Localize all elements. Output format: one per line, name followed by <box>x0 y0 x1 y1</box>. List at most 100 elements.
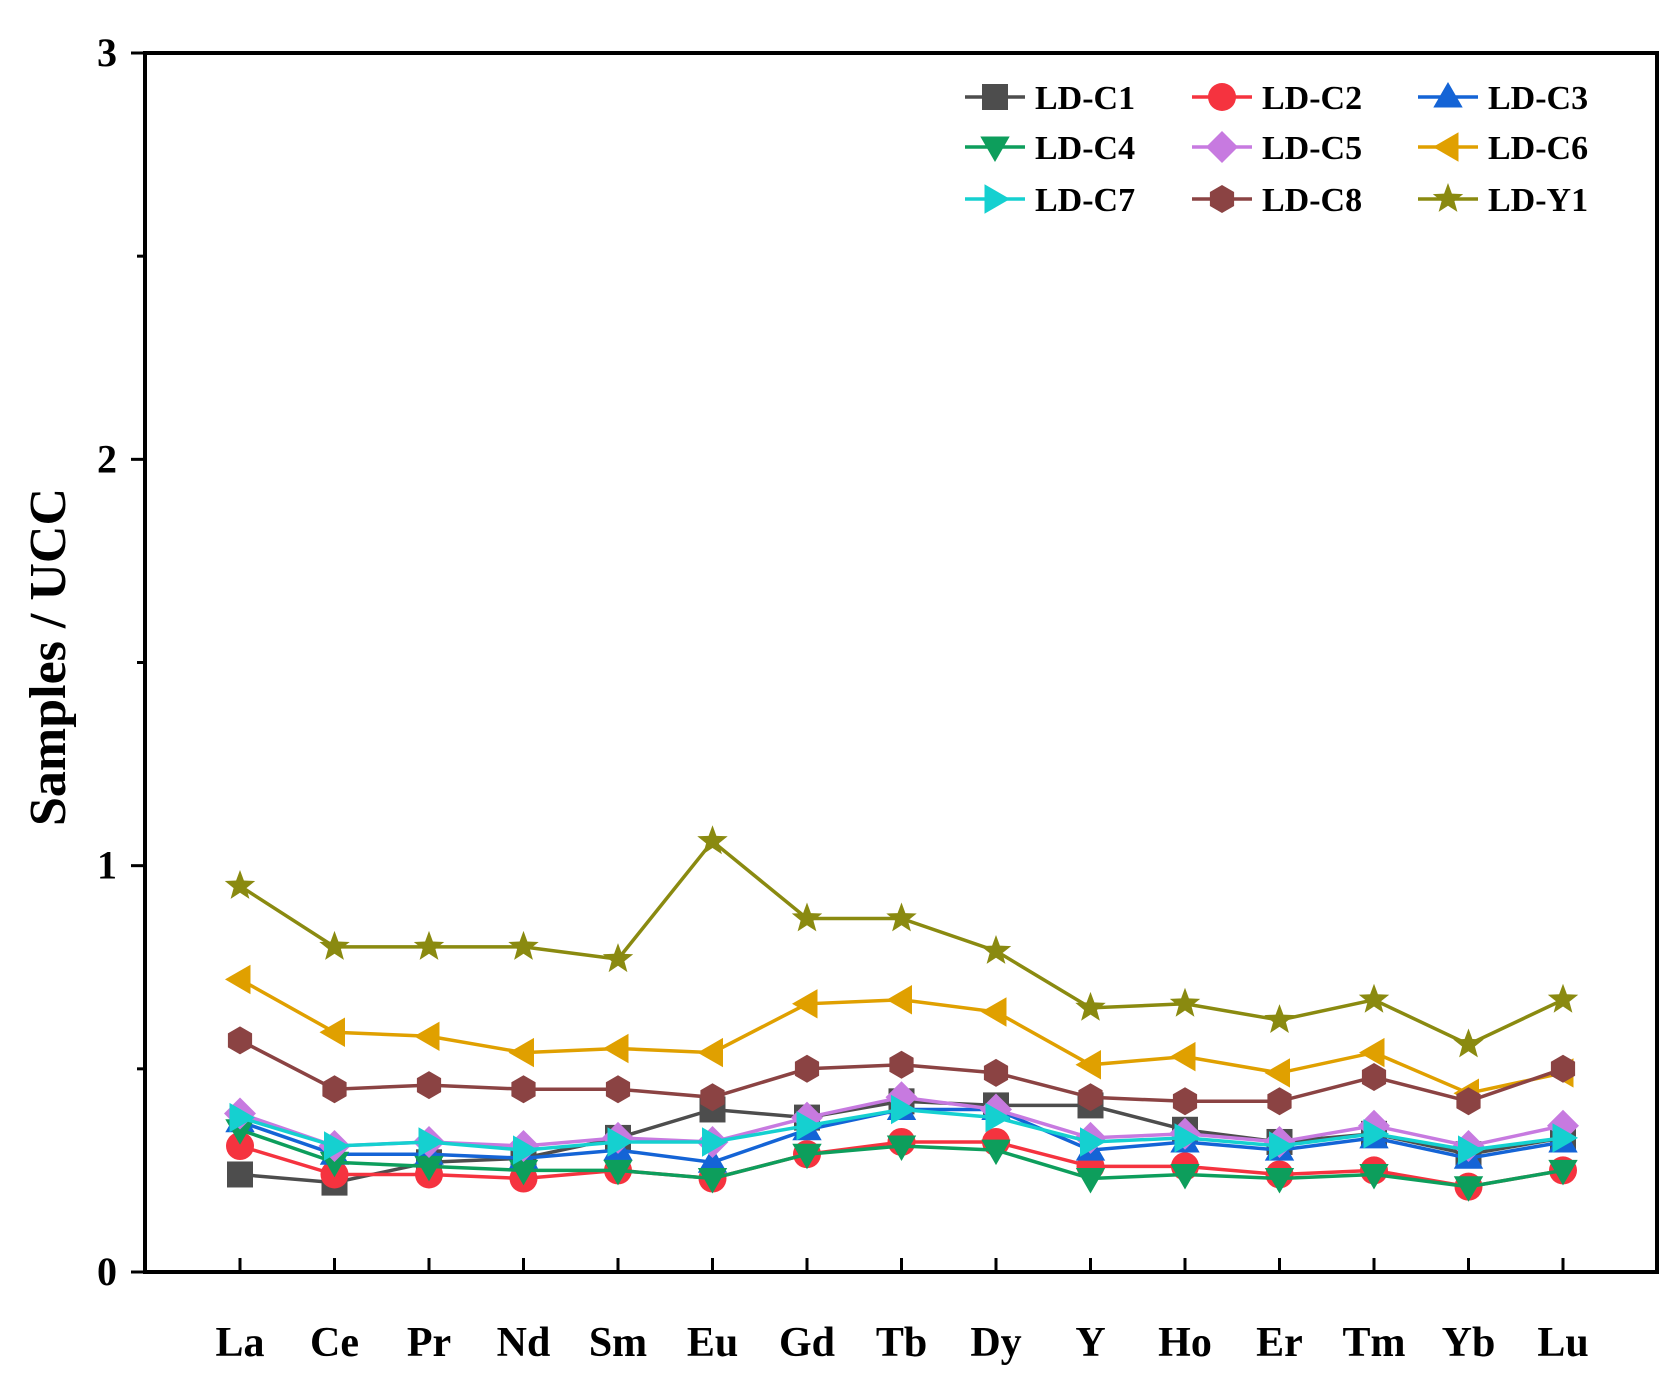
legend-marker <box>1209 185 1235 213</box>
y-tick-label: 2 <box>97 436 117 481</box>
data-point-ld-c8 <box>1361 1063 1387 1091</box>
data-point-ld-c4 <box>508 1159 539 1186</box>
data-point-ld-c6 <box>508 1037 534 1068</box>
legend-label: LD-C5 <box>1262 130 1362 167</box>
series-ld-y1 <box>224 825 1579 1058</box>
data-point-ld-c8 <box>1172 1087 1198 1116</box>
y-tick-label: 0 <box>97 1249 117 1294</box>
data-point-ld-c6 <box>1264 1058 1290 1088</box>
legend-marker <box>980 136 1010 162</box>
data-point-ld-y1 <box>413 930 445 960</box>
data-point-ld-c4 <box>1453 1176 1484 1202</box>
data-point-ld-c4 <box>1075 1168 1106 1194</box>
data-point-ld-c1 <box>227 1161 253 1188</box>
legend-item-ld-y1: LD-Y1 <box>1418 182 1588 219</box>
data-point-ld-c7 <box>1174 1123 1200 1153</box>
legend-label: LD-C3 <box>1488 80 1588 117</box>
legend-marker <box>1208 83 1236 111</box>
legend-item-ld-c5: LD-C5 <box>1192 130 1362 167</box>
data-point-ld-c4 <box>1359 1164 1389 1190</box>
data-point-ld-c6 <box>981 997 1007 1027</box>
legend-label: LD-C1 <box>1035 80 1135 117</box>
data-point-ld-y1 <box>1264 1004 1295 1033</box>
data-point-ld-c8 <box>416 1071 442 1100</box>
data-point-ld-c4 <box>603 1159 633 1186</box>
data-point-ld-c8 <box>1550 1054 1576 1083</box>
data-point-ld-c6 <box>603 1033 629 1064</box>
data-point-ld-c7 <box>702 1127 728 1157</box>
data-point-ld-c8 <box>322 1075 347 1104</box>
legend-marker <box>1433 132 1459 162</box>
data-point-ld-c8 <box>605 1075 631 1104</box>
legend-label: LD-C8 <box>1262 182 1362 219</box>
data-point-ld-c8 <box>1267 1087 1292 1116</box>
data-point-ld-c6 <box>792 989 818 1019</box>
x-tick-label: Dy <box>970 1320 1021 1366</box>
x-tick-label: Yb <box>1442 1320 1496 1366</box>
data-point-ld-c8 <box>511 1075 536 1104</box>
data-point-ld-c8 <box>1456 1087 1481 1116</box>
data-point-ld-y1 <box>886 902 917 932</box>
data-point-ld-c7 <box>324 1131 350 1161</box>
data-point-ld-c7 <box>796 1111 822 1141</box>
data-point-ld-c6 <box>225 964 251 995</box>
legend-label: LD-C4 <box>1035 130 1135 167</box>
x-tick-label: Gd <box>779 1320 835 1366</box>
x-tick-label: Tb <box>876 1320 927 1366</box>
data-point-ld-y1 <box>319 930 350 960</box>
data-point-ld-c7 <box>891 1094 917 1125</box>
data-point-ld-c4 <box>981 1139 1011 1166</box>
data-point-ld-c8 <box>700 1083 725 1112</box>
data-point-ld-c2 <box>226 1132 254 1161</box>
data-point-ld-c4 <box>886 1135 917 1161</box>
x-tick-label: Sm <box>589 1320 647 1366</box>
data-point-ld-c7 <box>1080 1127 1106 1157</box>
x-tick-label: Lu <box>1537 1320 1588 1366</box>
data-point-ld-c7 <box>1458 1135 1484 1165</box>
data-point-ld-c4 <box>1170 1164 1200 1190</box>
data-point-ld-c8 <box>227 1026 253 1055</box>
data-point-ld-c7 <box>229 1102 255 1133</box>
legend-item-ld-c2: LD-C2 <box>1192 80 1362 117</box>
data-point-ld-c3 <box>697 1147 728 1173</box>
data-point-ld-c7 <box>418 1127 444 1157</box>
legend-label: LD-C6 <box>1488 130 1588 167</box>
legend-marker <box>1206 131 1238 163</box>
data-point-ld-c6 <box>886 985 912 1015</box>
data-point-ld-c4 <box>792 1143 822 1170</box>
data-point-ld-c7 <box>513 1135 539 1165</box>
legend-label: LD-C7 <box>1035 182 1135 219</box>
data-point-ld-y1 <box>697 825 728 855</box>
legend-marker <box>1433 82 1463 108</box>
data-point-ld-c6 <box>1359 1037 1385 1068</box>
x-tick-label: Y <box>1075 1320 1105 1366</box>
data-point-ld-c4 <box>697 1168 728 1194</box>
legend-label: LD-Y1 <box>1488 182 1588 219</box>
data-point-ld-y1 <box>508 930 539 960</box>
data-point-ld-c8 <box>983 1058 1009 1087</box>
axes: 0 1 2 3 La Ce Pr Nd Sm Eu Gd Tb Dy Y Ho Er Tm Yb Lu <box>97 30 1659 1366</box>
data-point-ld-c8 <box>794 1054 820 1083</box>
legend-item-ld-c3: LD-C3 <box>1418 80 1588 117</box>
series-ld-c7 <box>229 1094 1578 1165</box>
data-point-ld-y1 <box>224 870 256 899</box>
legend: LD-C1 LD-C2 LD-C3 LD-C4 LD-C5 LD-C6 LD-C7 LD-C8… <box>965 80 1588 219</box>
legend-item-ld-c1: LD-C1 <box>965 80 1135 117</box>
data-point-ld-c8 <box>1078 1083 1103 1112</box>
legend-item-ld-c8: LD-C8 <box>1192 182 1362 219</box>
data-point-ld-c4 <box>414 1155 444 1182</box>
data-point-ld-y1 <box>602 943 634 973</box>
x-tick-label: Ce <box>310 1320 359 1366</box>
x-tick-label: Eu <box>687 1320 738 1366</box>
x-tick-label: Nd <box>497 1320 551 1366</box>
data-point-ld-c4 <box>1264 1168 1295 1194</box>
x-tick-label: Er <box>1256 1320 1303 1366</box>
legend-item-ld-c4: LD-C4 <box>965 130 1135 167</box>
data-point-ld-y1 <box>980 935 1012 964</box>
legend-marker <box>984 184 1010 214</box>
series-group <box>224 825 1579 1202</box>
data-point-ld-c6 <box>319 1017 345 1047</box>
x-tick-label: La <box>215 1320 264 1366</box>
data-point-ld-c7 <box>1363 1119 1389 1149</box>
